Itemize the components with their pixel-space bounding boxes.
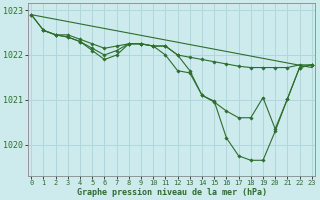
X-axis label: Graphe pression niveau de la mer (hPa): Graphe pression niveau de la mer (hPa) xyxy=(76,188,267,197)
